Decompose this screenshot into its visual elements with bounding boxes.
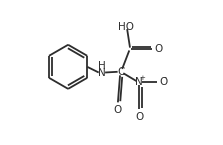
Text: O: O (154, 44, 162, 54)
Text: O: O (114, 105, 122, 115)
Text: C: C (117, 67, 124, 77)
Text: O: O (135, 112, 143, 122)
Text: +: + (140, 75, 145, 81)
Text: -: - (164, 73, 167, 82)
Text: O: O (159, 77, 167, 87)
Text: N: N (135, 77, 143, 87)
Text: HO: HO (118, 22, 134, 32)
Text: N: N (98, 68, 106, 77)
Text: H: H (98, 61, 106, 71)
